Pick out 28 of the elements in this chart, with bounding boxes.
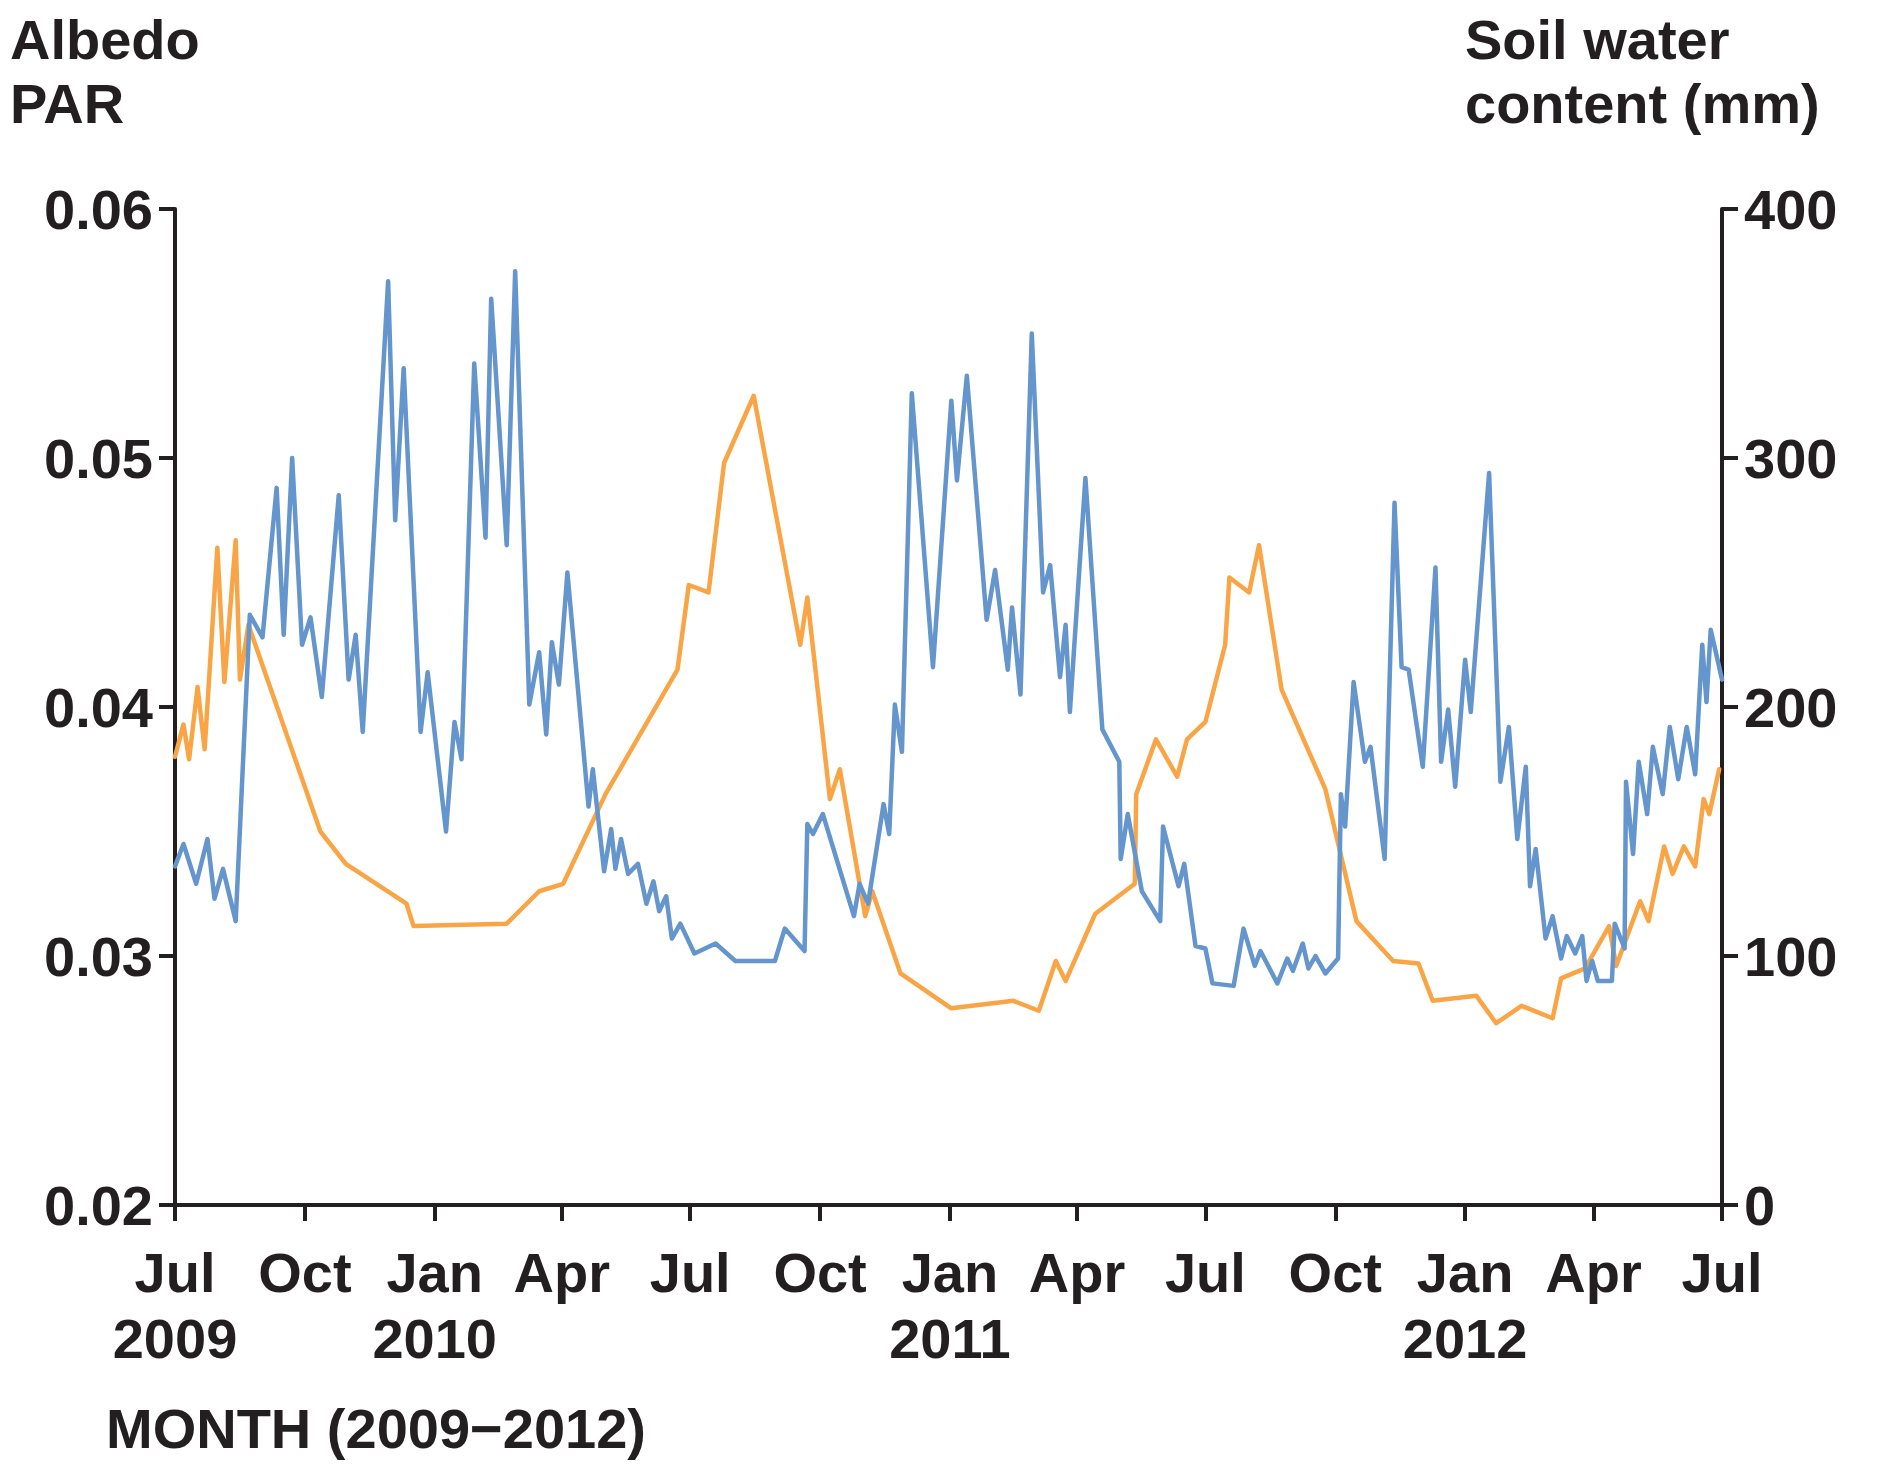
- x-tick-label: Jul: [649, 1240, 731, 1304]
- y2-tick-label: 200: [1744, 675, 1838, 739]
- x-tick-label: Jul: [1164, 1240, 1246, 1304]
- line-series: [172, 269, 1725, 989]
- x-tick-label: Apr: [513, 1240, 610, 1304]
- y2-axis-title: Soil water content (mm): [1465, 8, 1820, 136]
- y2-tick-label: 400: [1744, 177, 1838, 241]
- x-tick-label: Jul 2009: [112, 1240, 238, 1370]
- y-tick-label: 0.05: [44, 426, 153, 490]
- x-tick-label: Apr: [1028, 1240, 1126, 1304]
- x-tick-label: Oct: [1288, 1240, 1382, 1304]
- y-tick-label: 0.04: [44, 675, 153, 739]
- y2-tick-label: 300: [1744, 426, 1838, 490]
- x-tick-label: Oct: [258, 1240, 352, 1304]
- line-series: [172, 393, 1722, 1026]
- y2-tick-label: 0: [1744, 1173, 1776, 1237]
- x-axis-title: MONTH (2009−2012): [106, 1397, 647, 1461]
- y-tick-label: 0.03: [44, 924, 153, 988]
- y2-tick-label: 100: [1744, 924, 1838, 988]
- x-tick-label: Jan 2011: [889, 1240, 1011, 1370]
- x-tick-label: Oct: [773, 1240, 867, 1304]
- x-tick-label: Jan 2010: [372, 1240, 497, 1370]
- y-axis-title: Albedo PAR: [10, 8, 200, 136]
- y-tick-label: 0.06: [44, 177, 153, 241]
- x-tick-label: Jul: [1681, 1240, 1763, 1304]
- x-tick-label: Apr: [1545, 1240, 1642, 1304]
- y-tick-label: 0.02: [44, 1173, 153, 1237]
- x-tick-label: Jan 2012: [1402, 1240, 1528, 1370]
